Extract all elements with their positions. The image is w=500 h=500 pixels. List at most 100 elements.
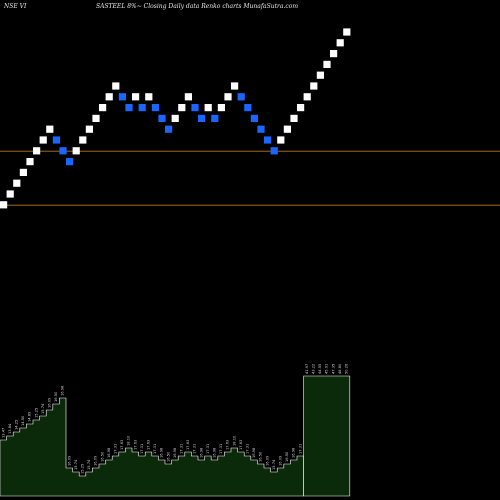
brick-up	[6, 190, 14, 198]
volume-label: 16.09	[279, 455, 283, 466]
brick-down	[151, 104, 159, 112]
brick-up	[46, 125, 54, 133]
brick-up	[283, 125, 291, 133]
reference-lines	[0, 150, 500, 206]
volume-label: 16.50	[54, 391, 58, 402]
brick-down	[237, 93, 245, 101]
volume-label: 16.09	[48, 397, 52, 408]
volume-label: 16.50	[285, 451, 289, 462]
volume-label: 15.74	[74, 459, 78, 470]
volume-label: 17.31	[193, 444, 197, 454]
brick-down	[66, 158, 74, 166]
volume-label: 16.50	[100, 451, 104, 462]
brick-up	[336, 39, 344, 47]
volume-label: 16.09	[67, 455, 71, 466]
volume-label: 17.31	[140, 444, 144, 454]
brick-down	[165, 125, 173, 133]
brick-up	[178, 104, 186, 112]
exchange-symbol: NSE VI	[4, 3, 27, 10]
volume-label: 16.98	[173, 447, 177, 458]
volume-label: 43.22	[312, 364, 316, 374]
brick-up	[0, 201, 8, 209]
volume-label: 17.63	[226, 440, 230, 450]
brick-up	[13, 179, 21, 187]
volume-label: 16.98	[107, 447, 111, 458]
volume-label: 18.10	[127, 435, 131, 446]
brick-up	[316, 71, 324, 79]
brick-down	[138, 104, 146, 112]
volume-label: 15.74	[87, 459, 91, 470]
volume-label: 14.50	[21, 415, 25, 426]
brick-down	[52, 136, 60, 144]
volume-label: 17.63	[120, 440, 124, 450]
volume-label: 16.98	[61, 385, 65, 396]
volume-label: 17.31	[206, 444, 210, 454]
volume-label: 41.97	[305, 364, 309, 374]
brick-up	[112, 82, 120, 90]
brick-up	[310, 82, 318, 90]
brick-up	[92, 114, 100, 122]
brick-down	[191, 104, 199, 112]
volume-label: 14.25	[15, 420, 19, 430]
volume-label: 50.26	[345, 363, 349, 374]
brick-up	[330, 50, 338, 58]
brick-up	[343, 28, 351, 36]
volume-label: 15.74	[272, 459, 276, 470]
brick-down	[118, 93, 126, 101]
volume-label: 16.98	[199, 447, 203, 458]
volume-label: 17.31	[180, 444, 184, 454]
volume-area-right	[303, 375, 351, 497]
brick-up	[290, 114, 298, 122]
volume-panel: 13.47 13.84 14.25 14.50 14.89 15.25 15.7416.09…	[0, 363, 351, 497]
volume-label: 16.50	[259, 451, 263, 462]
volume-label: 17.63	[133, 440, 137, 450]
brick-up	[72, 147, 80, 155]
brick-up	[33, 147, 41, 155]
brick-down	[198, 114, 206, 122]
volume-label: 48.80	[338, 363, 342, 374]
renko-bricks	[0, 28, 351, 209]
brick-up	[297, 104, 305, 112]
brick-up	[39, 136, 47, 144]
volume-label: 17.63	[186, 440, 190, 450]
brick-up	[85, 125, 93, 133]
brick-down	[211, 114, 219, 122]
brick-up	[231, 82, 239, 90]
volume-label: 16.98	[252, 447, 256, 458]
volume-label: 17.31	[153, 444, 157, 454]
brick-up	[184, 93, 192, 101]
brick-up	[323, 60, 331, 68]
volume-label: 13.84	[8, 423, 12, 434]
volume-label: 16.50	[166, 451, 170, 462]
volume-label: 16.09	[265, 455, 269, 466]
volume-label: 47.35	[331, 364, 335, 374]
brick-down	[244, 104, 252, 112]
volume-label: 17.63	[147, 440, 151, 450]
brick-up	[19, 168, 27, 176]
brick-up	[303, 93, 311, 101]
volume-label: 16.98	[160, 447, 164, 458]
volume-label: 17.31	[298, 444, 302, 454]
volume-label: 16.98	[213, 447, 217, 458]
volume-label: 14.89	[28, 411, 32, 422]
volume-label: 18.10	[232, 435, 236, 446]
brick-down	[270, 147, 278, 155]
volume-label: 15.74	[41, 403, 45, 414]
volume-area-left	[0, 397, 304, 497]
volume-label: 45.91	[325, 364, 329, 374]
volume-label: 17.63	[239, 440, 243, 450]
brick-down	[158, 114, 166, 122]
volume-label: 17.31	[114, 444, 118, 454]
volume-label: 44.55	[318, 364, 322, 374]
volume-label: 16.09	[94, 455, 98, 466]
brick-up	[217, 104, 225, 112]
brick-up	[145, 93, 153, 101]
volume-label: 13.47	[1, 428, 5, 438]
volume-label: 17.31	[246, 444, 250, 454]
brick-down	[264, 136, 272, 144]
brick-down	[257, 125, 265, 133]
brick-down	[125, 104, 133, 112]
volume-label: 17.31	[219, 444, 223, 454]
volume-label: 15.25	[34, 408, 38, 418]
